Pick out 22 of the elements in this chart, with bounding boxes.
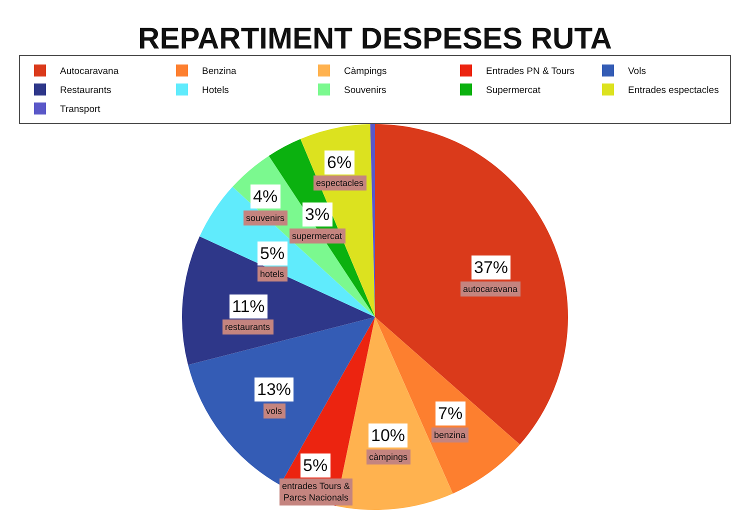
data-label: 13% vols bbox=[257, 380, 292, 416]
legend-label: Vols bbox=[628, 66, 646, 78]
data-label: 4% souvenirs bbox=[246, 187, 286, 223]
legend-label: Souvenirs bbox=[344, 85, 386, 96]
data-label: 11% restaurants bbox=[225, 297, 271, 332]
data-label: 6% espectacles bbox=[316, 153, 364, 188]
legend-label: Supermercat bbox=[486, 85, 541, 96]
data-label: 5% entrades Tours & Parcs Nacionals bbox=[282, 456, 350, 503]
legend-label: Transport bbox=[60, 104, 101, 116]
legend-label: Benzina bbox=[202, 66, 238, 78]
legend-label: Restaurants bbox=[60, 85, 112, 96]
data-label: 3% supermercat bbox=[292, 205, 343, 241]
legend-label: Autocaravana bbox=[60, 66, 120, 78]
data-label: 5% hotels bbox=[260, 244, 285, 279]
legend-label: Hotels bbox=[202, 85, 230, 96]
legend-label: Entrades espectacles bbox=[628, 85, 720, 96]
data-label: 10% càmpings bbox=[369, 426, 408, 462]
legend-label: Entrades PN & Tours bbox=[486, 66, 575, 78]
data-label: 7% benzina bbox=[434, 404, 466, 440]
legend-label: Càmpings bbox=[344, 66, 388, 78]
data-label: 37% autocaravana bbox=[463, 258, 518, 294]
chart-title: REPARTIMENT DESPESES RUTA bbox=[138, 22, 612, 56]
